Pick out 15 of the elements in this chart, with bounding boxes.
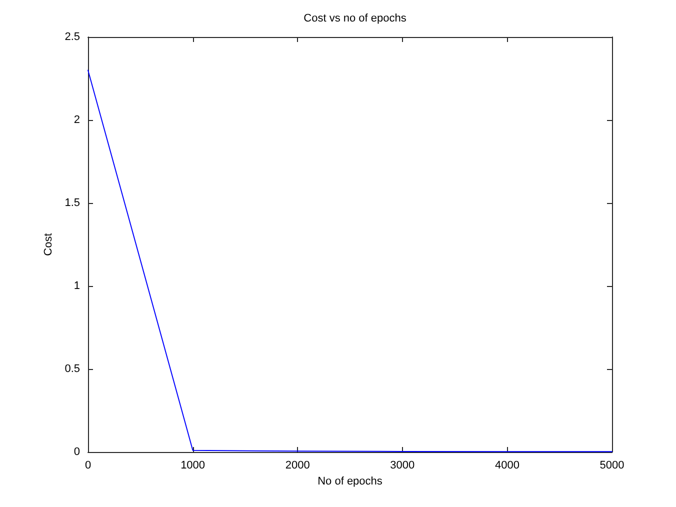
x-tick-label: 0 <box>84 460 92 472</box>
y-tick-label: 2 <box>74 114 80 126</box>
x-axis-title: No of epochs <box>318 475 383 488</box>
y-tick-label: 1 <box>74 280 80 292</box>
chart-title: Cost vs no of epochs <box>304 12 407 24</box>
y-tick-label: 1.5 <box>64 197 80 209</box>
y-tick-label: 0 <box>74 446 80 458</box>
x-tick-label: 1000 <box>180 460 206 472</box>
y-tick-label: 2.5 <box>64 31 80 43</box>
y-axis-title: Cost <box>42 233 54 256</box>
x-tick-label: 4000 <box>494 460 520 472</box>
x-tick-label: 3000 <box>390 460 415 472</box>
x-tick-label: 5000 <box>600 460 624 472</box>
y-tick-label: 0.5 <box>64 363 80 375</box>
x-tick-label: 2000 <box>285 460 310 472</box>
